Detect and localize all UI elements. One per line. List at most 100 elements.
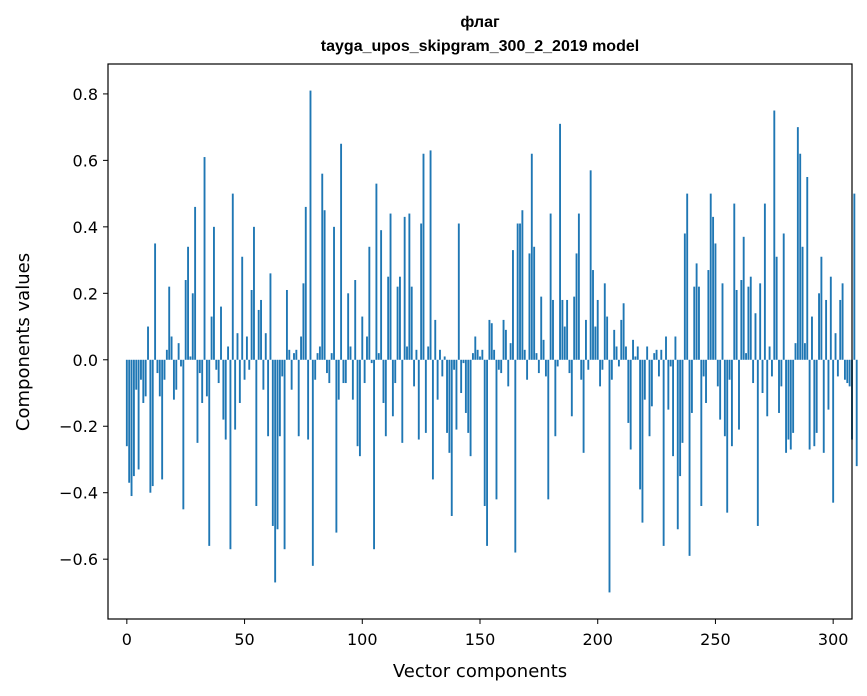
bar-102 <box>366 336 368 360</box>
bar-28 <box>191 293 194 360</box>
bar-111 <box>387 276 390 360</box>
bar-88 <box>333 226 335 360</box>
bar-203 <box>603 283 606 360</box>
bar-119 <box>406 346 408 360</box>
bar-248 <box>709 193 712 360</box>
bar-214 <box>629 359 632 450</box>
bar-91 <box>340 143 343 360</box>
bar-252 <box>719 359 722 420</box>
bar-291 <box>811 316 813 360</box>
bar-5 <box>137 359 140 470</box>
bar-103 <box>368 246 371 360</box>
bar-182 <box>554 359 557 437</box>
bar-180 <box>549 213 552 360</box>
bar-281 <box>787 359 790 440</box>
bar-202 <box>601 359 604 370</box>
bar-162 <box>507 359 510 387</box>
bar-136 <box>446 359 448 433</box>
bar-232 <box>672 359 674 457</box>
bar-196 <box>587 359 590 370</box>
bar-174 <box>535 353 538 360</box>
bar-190 <box>573 296 576 360</box>
bar-47 <box>236 333 239 360</box>
bar-99 <box>358 359 361 457</box>
bar-75 <box>302 283 305 360</box>
bar-51 <box>245 336 248 360</box>
bar-36 <box>210 316 213 360</box>
bar-287 <box>801 246 804 360</box>
bar-299 <box>829 276 832 360</box>
bar-243 <box>698 286 700 360</box>
bar-218 <box>639 359 642 490</box>
bar-216 <box>634 356 637 360</box>
bar-124 <box>417 359 420 440</box>
bar-2 <box>130 359 133 497</box>
bar-223 <box>650 359 653 407</box>
bar-173 <box>533 246 536 360</box>
x-tick-label: 300 <box>818 630 849 649</box>
bar-250 <box>714 243 717 360</box>
bar-31 <box>198 359 201 374</box>
bar-292 <box>813 359 816 447</box>
bar-118 <box>403 216 406 360</box>
bar-209 <box>617 359 620 367</box>
bar-97 <box>354 280 357 360</box>
bar-272 <box>766 359 769 417</box>
bar-201 <box>599 359 602 387</box>
bar-14 <box>158 359 161 397</box>
bar-157 <box>495 359 498 500</box>
bar-151 <box>481 349 484 360</box>
bar-32 <box>201 359 204 403</box>
bar-156 <box>493 349 496 360</box>
bar-39 <box>217 359 220 384</box>
bar-282 <box>789 359 792 450</box>
bar-23 <box>180 359 182 367</box>
x-tick-label: 200 <box>582 630 613 649</box>
bar-121 <box>410 286 413 360</box>
bar-104 <box>370 359 373 364</box>
bar-86 <box>328 359 331 384</box>
bar-35 <box>208 359 211 546</box>
x-axis-label: Vector components <box>393 661 567 682</box>
bar-142 <box>460 359 463 394</box>
bar-12 <box>154 243 157 360</box>
bar-127 <box>424 359 427 433</box>
bar-212 <box>625 346 627 360</box>
bar-62 <box>271 359 274 526</box>
bar-4 <box>135 359 138 390</box>
bar-279 <box>782 233 785 360</box>
bar-94 <box>347 293 350 360</box>
bar-257 <box>730 359 733 447</box>
bar-288 <box>803 343 806 360</box>
bar-187 <box>566 299 569 360</box>
bar-68 <box>285 289 288 360</box>
bar-161 <box>504 329 507 360</box>
bar-265 <box>749 276 752 360</box>
bar-266 <box>752 359 755 384</box>
bar-25 <box>184 280 187 360</box>
bar-185 <box>561 299 564 360</box>
bar-275 <box>773 110 776 360</box>
bar-236 <box>681 359 684 443</box>
bar-108 <box>380 230 383 360</box>
bar-304 <box>841 283 844 360</box>
bar-238 <box>686 193 689 360</box>
bar-139 <box>453 359 456 370</box>
bar-55 <box>255 359 258 507</box>
bar-54 <box>253 226 255 360</box>
bar-210 <box>620 319 623 360</box>
y-tick-label: −0.6 <box>59 550 98 569</box>
bar-226 <box>657 359 660 377</box>
bar-184 <box>559 123 561 360</box>
bar-149 <box>476 349 479 360</box>
bar-40 <box>220 306 222 360</box>
bar-278 <box>780 359 783 387</box>
bar-52 <box>248 359 251 370</box>
y-tick-label: 0.8 <box>73 85 98 104</box>
bar-170 <box>526 359 529 380</box>
bar-296 <box>822 359 825 453</box>
bar-33 <box>203 157 206 360</box>
bar-230 <box>667 359 670 410</box>
bar-76 <box>304 206 307 360</box>
